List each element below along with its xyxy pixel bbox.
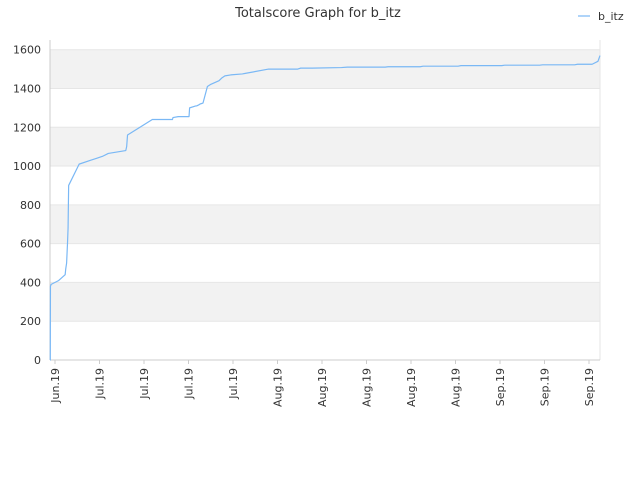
grid-band [50, 282, 600, 322]
legend-label: b_itz [598, 10, 624, 23]
y-tick-label: 600 [20, 238, 41, 251]
y-tick-label: 1000 [13, 160, 41, 173]
series-line [49, 55, 601, 361]
legend: b_itz [578, 10, 624, 23]
x-tick-label: Aug.19 [272, 368, 285, 407]
x-tick-label: Aug.19 [405, 368, 418, 407]
plot-bands [50, 49, 600, 322]
chart-title: Totalscore Graph for b_itz [234, 6, 401, 21]
x-tick-label: Sep.19 [539, 368, 552, 406]
x-tick-label: Jun.19 [49, 368, 62, 404]
x-axis-tick-labels: Jun.19 Jul.19 Jul.19 Jul.19 Jul.19 Aug.19 Aug.… [49, 360, 596, 407]
y-tick-label: 1600 [13, 44, 41, 57]
x-tick-label: Sep.19 [583, 368, 596, 406]
y-tick-label: 1400 [13, 82, 41, 95]
y-tick-label: 400 [20, 276, 41, 289]
x-tick-label: Aug.19 [450, 368, 463, 407]
grid-band [50, 127, 600, 167]
x-tick-label: Aug.19 [316, 368, 329, 407]
y-tick-label: 800 [20, 199, 41, 212]
x-tick-label: Jul.19 [138, 368, 151, 400]
x-tick-label: Aug.19 [361, 368, 374, 407]
grid-lines [50, 40, 601, 361]
x-tick-label: Jul.19 [227, 368, 240, 400]
x-tick-label: Jul.19 [94, 368, 107, 400]
x-tick-label: Jul.19 [183, 368, 196, 400]
x-tick-label: Sep.19 [494, 368, 507, 406]
y-tick-label: 200 [20, 315, 41, 328]
y-tick-label: 0 [34, 354, 41, 367]
y-tick-label: 1200 [13, 121, 41, 134]
grid-band [50, 49, 600, 89]
y-axis-tick-labels: 0 200 400 600 800 1000 1200 1400 1600 [13, 44, 41, 367]
series-layer [49, 55, 601, 361]
grid-band [50, 204, 600, 244]
